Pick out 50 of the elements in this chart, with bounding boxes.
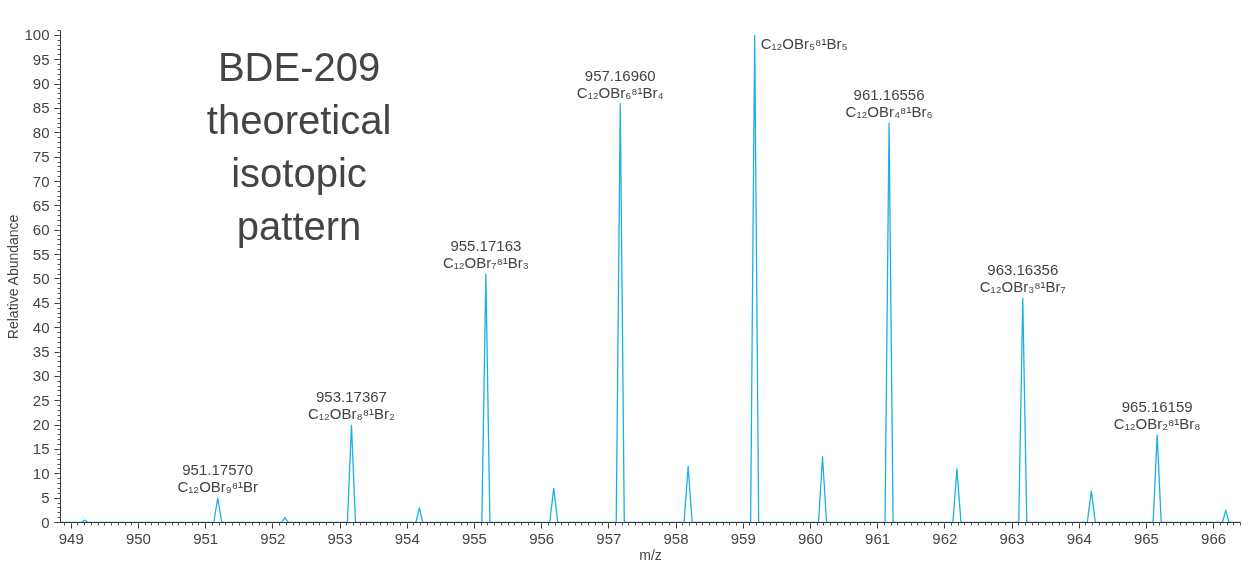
y-tick-label: 30	[32, 367, 50, 385]
y-tick-label: 5	[41, 489, 50, 507]
x-tick-label: 962	[932, 529, 958, 547]
x-tick-label: 965	[1133, 529, 1159, 547]
annotation: 965.16159 C₁₂OBr₂⁸¹Br₈	[1113, 397, 1201, 432]
y-tick-label: 45	[32, 294, 50, 312]
x-tick-label: 955	[461, 529, 487, 547]
y-tick-label: 40	[32, 318, 50, 336]
x-tick-label: 953	[327, 529, 353, 547]
y-axis-title: Relative Abundance	[5, 214, 22, 340]
y-tick-label: 55	[32, 245, 50, 263]
y-tick-label: 75	[32, 148, 50, 166]
annotation: 953.17367 C₁₂OBr₈⁸¹Br₂	[308, 388, 396, 423]
x-tick-label: 957	[596, 529, 622, 547]
x-tick-label: 954	[394, 529, 420, 547]
y-tick-label: 25	[32, 391, 50, 409]
text: BDE-209 theoretical isotopic pattern	[206, 45, 392, 248]
x-tick-label: 966	[1201, 529, 1227, 547]
y-tick-label: 15	[32, 440, 50, 458]
x-tick-label: 963	[999, 529, 1025, 547]
x-tick-label: 964	[1066, 529, 1092, 547]
annotation: 961.16556 C₁₂OBr₄⁸¹Br₆	[845, 86, 933, 121]
y-tick-label: 95	[32, 50, 50, 68]
x-tick-label: 960	[797, 529, 823, 547]
y-tick-label: 90	[32, 75, 50, 93]
x-tick-label: 961	[865, 529, 891, 547]
annotation: 963.16356 C₁₂OBr₃⁸¹Br₇	[979, 261, 1066, 296]
x-axis-title: m/z	[639, 546, 662, 563]
y-tick-label: 50	[32, 269, 50, 287]
x-tick-label: 959	[730, 529, 756, 547]
y-tick-label: 10	[32, 464, 50, 482]
x-tick-label: 951	[193, 529, 219, 547]
y-tick-label: 35	[32, 343, 50, 360]
x-tick-label: 958	[663, 529, 689, 547]
annotation: 951.17570 C₁₂OBr₉⁸¹Br	[177, 461, 259, 496]
y-tick-label: 80	[32, 123, 50, 141]
x-tick-label: 952	[260, 529, 286, 547]
y-tick-label: 0	[41, 513, 50, 531]
y-tick-label: 20	[32, 416, 50, 434]
y-tick-label: 70	[32, 172, 50, 190]
y-tick-label: 65	[32, 196, 50, 214]
x-tick-label: 949	[58, 529, 84, 547]
y-tick-label: 60	[32, 221, 50, 239]
y-tick-label: 100	[24, 26, 50, 44]
x-tick-label: 950	[125, 529, 151, 547]
x-tick-label: 956	[529, 529, 555, 547]
y-tick-label: 85	[32, 99, 50, 117]
annotation: 955.17163 C₁₂OBr₇⁸¹Br₃	[442, 237, 529, 272]
annotation: C₁₂OBr₅⁸¹Br₅	[760, 35, 848, 53]
annotation: 957.16960 C₁₂OBr₆⁸¹Br₄	[576, 66, 664, 101]
